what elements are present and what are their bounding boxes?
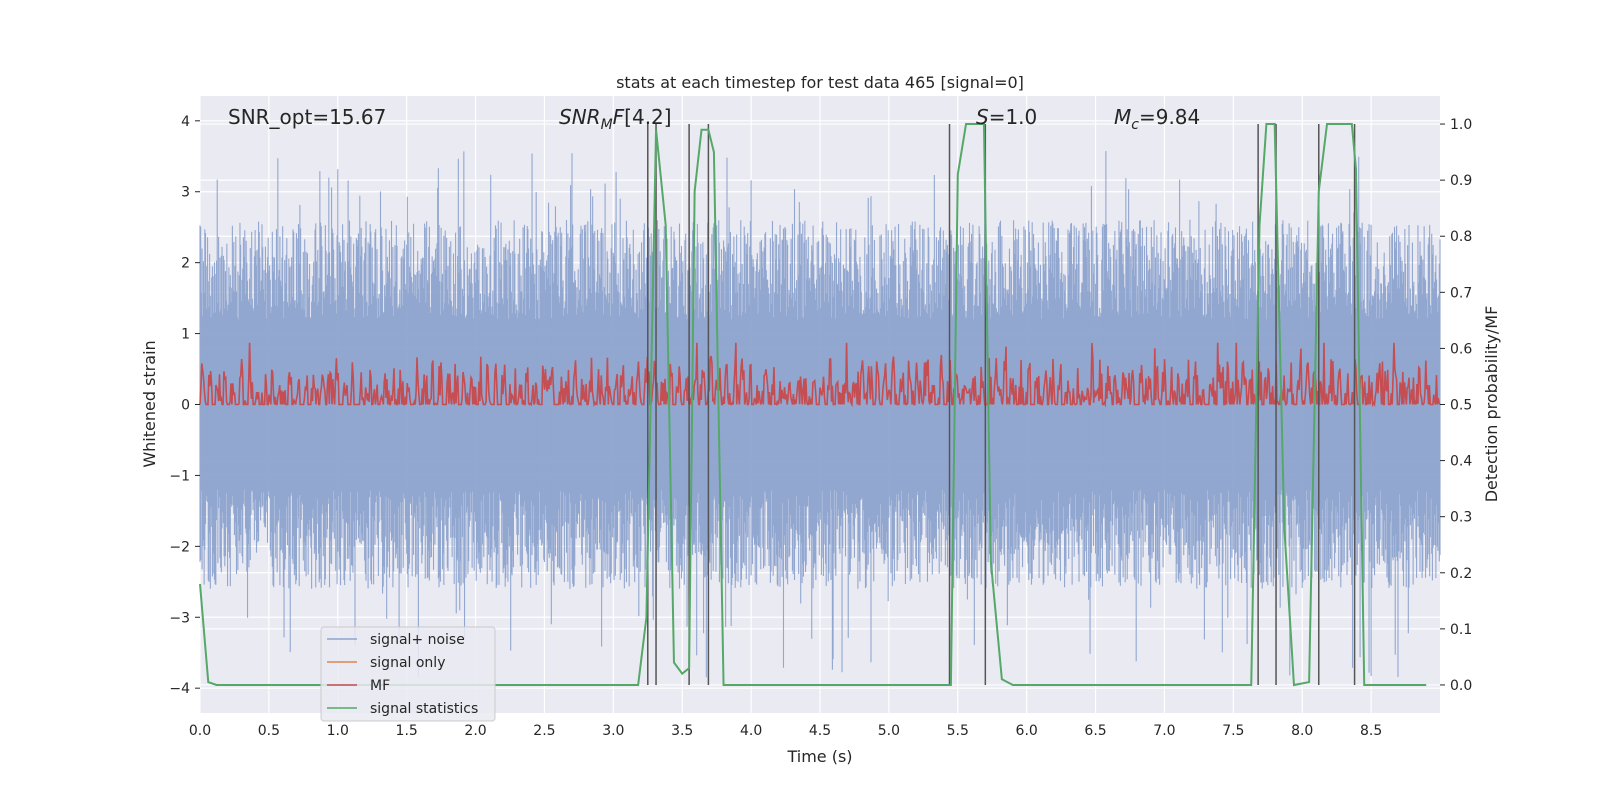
x-tick-label: 2.5	[533, 723, 555, 739]
y-tick-label: −3	[169, 610, 190, 626]
legend-box	[320, 626, 496, 722]
legend-label-mf: MF	[370, 678, 390, 694]
x-tick-label: 6.5	[1084, 723, 1106, 739]
y2-tick-label: 0.5	[1450, 398, 1472, 414]
y-tick-label: 0	[181, 398, 190, 414]
y-axis-left: −4 −3 −2 −1 0 1 2 3 4	[169, 114, 200, 697]
x-tick-label: 8.0	[1291, 723, 1313, 739]
y2-tick-label: 0.3	[1450, 510, 1472, 526]
y-tick-label: −2	[169, 539, 190, 555]
y-tick-label: 3	[181, 185, 190, 201]
legend-label-noise: signal+ noise	[370, 632, 465, 648]
x-tick-label: 4.5	[809, 723, 831, 739]
y2-tick-label: 0.0	[1450, 678, 1472, 694]
annotation-mc: Mc=9.84	[1114, 105, 1200, 133]
annotation-snr-mf: SNRMF[4.2]	[559, 105, 672, 133]
x-tick-label: 2.0	[464, 723, 486, 739]
y2-tick-label: 1.0	[1450, 117, 1472, 133]
y2-tick-label: 0.9	[1450, 173, 1472, 189]
y2-tick-label: 0.4	[1450, 454, 1472, 470]
y2-tick-label: 0.8	[1450, 229, 1472, 245]
chart-title: stats at each timestep for test data 465…	[616, 73, 1024, 92]
legend-label-stats: signal statistics	[370, 701, 478, 717]
x-tick-label: 5.5	[947, 723, 969, 739]
annotation-snr-mf-value: [4.2]	[624, 105, 671, 129]
annotation-s-value: =1.0	[989, 105, 1038, 129]
x-tick-label: 7.5	[1222, 723, 1244, 739]
x-tick-label: 3.5	[671, 723, 693, 739]
x-axis-label: Time (s)	[786, 747, 852, 766]
series-signal-statistics	[199, 123, 1427, 687]
y2-tick-label: 0.6	[1450, 341, 1472, 357]
y2-tick-label: 0.1	[1450, 622, 1472, 638]
x-tick-label: 0.5	[258, 723, 280, 739]
y-tick-label: −4	[169, 681, 190, 697]
annotation-s: S=1.0	[976, 105, 1037, 129]
mf-series	[199, 342, 1441, 408]
series-mf	[199, 342, 1441, 408]
x-tick-label: 5.0	[878, 723, 900, 739]
x-tick-label: 4.0	[740, 723, 762, 739]
x-tick-label: 3.0	[602, 723, 624, 739]
signal-statistics-series	[199, 123, 1427, 687]
y-tick-label: 1	[181, 327, 190, 343]
y2-tick-label: 0.7	[1450, 285, 1472, 301]
legend-label-signal-only: signal only	[370, 655, 445, 671]
y-tick-label: 2	[181, 256, 190, 272]
annotation-mc-value: =9.84	[1139, 105, 1200, 129]
y-axis-label: Whitened strain	[140, 340, 159, 467]
annotation-snr-opt: SNR_opt=15.67	[228, 105, 386, 129]
x-tick-label: 7.0	[1153, 723, 1175, 739]
y-axis-right: 0.0 0.1 0.2 0.3 0.4 0.5 0.6 0.7 0.8 0.9 1.0	[1440, 117, 1472, 694]
x-tick-label: 8.5	[1360, 723, 1382, 739]
y2-tick-label: 0.2	[1450, 566, 1472, 582]
x-tick-label: 1.5	[396, 723, 418, 739]
x-tick-label: 1.0	[327, 723, 349, 739]
legend: signal+ noise signal only MF signal stat…	[320, 626, 496, 722]
x-tick-label: 0.0	[189, 723, 211, 739]
x-axis: 0.0 0.5 1.0 1.5 2.0 2.5 3.0 3.5 4.0 4.5 5.0 5.5 6.0 6…	[189, 723, 1382, 739]
y-tick-label: 4	[181, 114, 190, 130]
x-tick-label: 6.0	[1016, 723, 1038, 739]
y-tick-label: −1	[169, 468, 190, 484]
y2-axis-label: Detection probability/MF	[1482, 306, 1501, 503]
